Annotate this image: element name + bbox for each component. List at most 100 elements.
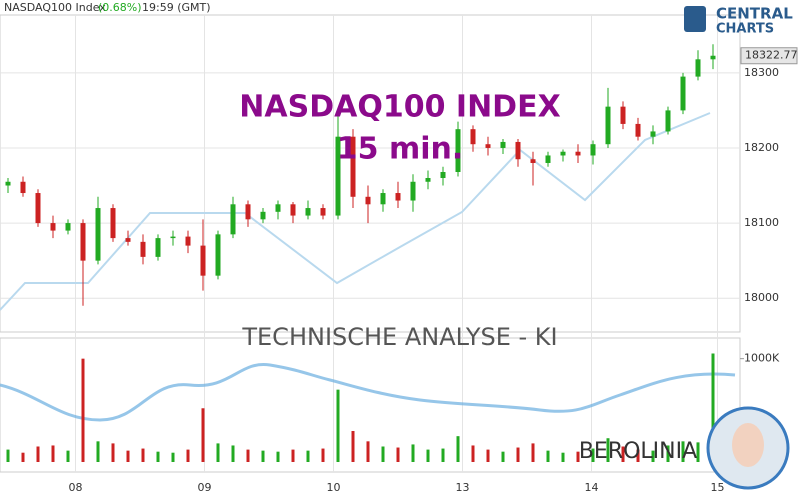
volume-bar bbox=[516, 447, 520, 462]
candle-body bbox=[530, 159, 536, 163]
last-price-label: 18322.77 bbox=[745, 49, 798, 62]
y-tick-label: 1000K bbox=[744, 352, 780, 365]
candle-body bbox=[320, 208, 326, 216]
volume-bar bbox=[291, 449, 295, 462]
watermark-line bbox=[0, 112, 711, 311]
grid bbox=[0, 15, 740, 472]
volume-bar bbox=[216, 443, 220, 462]
y-tick-label: 18300 bbox=[744, 66, 779, 79]
candle-body bbox=[515, 141, 521, 160]
x-tick-label: 13 bbox=[456, 481, 470, 494]
volume-bar bbox=[141, 448, 145, 462]
candle-body bbox=[110, 208, 116, 239]
volume-bar bbox=[426, 449, 430, 462]
brand: BEROLINIA bbox=[579, 439, 697, 464]
volume-bar bbox=[111, 443, 115, 462]
candle-body bbox=[155, 238, 161, 257]
logo-icon bbox=[684, 6, 706, 32]
x-tick-label: 09 bbox=[198, 481, 212, 494]
candle-body bbox=[590, 144, 596, 156]
x-tick-label: 14 bbox=[585, 481, 599, 494]
candle-body bbox=[350, 136, 356, 197]
candle-body bbox=[275, 204, 281, 212]
candle-body bbox=[170, 236, 176, 239]
candle-body bbox=[665, 110, 671, 132]
volume-bar bbox=[411, 444, 415, 462]
candle-body bbox=[635, 123, 641, 137]
volume-bar bbox=[591, 448, 595, 462]
change: (0.68%) bbox=[98, 1, 142, 14]
volume-bar bbox=[696, 442, 700, 462]
volume-bar bbox=[486, 449, 490, 462]
y-tick-label: 18100 bbox=[744, 216, 779, 229]
candle-body bbox=[200, 245, 206, 276]
candle-body bbox=[425, 178, 431, 182]
candle-body bbox=[50, 223, 56, 231]
annotation: TECHNISCHE ANALYSE - KI bbox=[241, 323, 557, 351]
volume-bar bbox=[201, 408, 205, 462]
candle-body bbox=[5, 181, 11, 186]
volume-bar bbox=[636, 449, 640, 462]
chart-title: NASDAQ100 INDEX bbox=[239, 90, 560, 125]
volume-bar bbox=[651, 450, 655, 462]
candle-body bbox=[230, 204, 236, 235]
avatar-face bbox=[732, 423, 764, 467]
volume-bar bbox=[81, 358, 85, 462]
logo-line2: CHARTS bbox=[716, 22, 774, 37]
volume-bar bbox=[396, 447, 400, 462]
candle-body bbox=[185, 236, 191, 246]
volume-bar bbox=[246, 449, 250, 462]
candle-body bbox=[470, 129, 476, 145]
volume-bar bbox=[576, 451, 580, 462]
candle-body bbox=[95, 208, 101, 261]
candle-body bbox=[575, 151, 581, 156]
candle-body bbox=[260, 211, 266, 220]
symbol: NASDAQ100 Index bbox=[4, 1, 106, 14]
candle-body bbox=[650, 131, 656, 137]
candle-body bbox=[140, 241, 146, 257]
candle-body bbox=[395, 193, 401, 201]
volume-bar bbox=[666, 445, 670, 462]
volume-bar bbox=[171, 452, 175, 462]
volume-bar bbox=[471, 445, 475, 462]
candle-body bbox=[455, 129, 461, 172]
volume-bar bbox=[186, 449, 190, 462]
candle-body bbox=[605, 106, 611, 145]
candle-body bbox=[290, 204, 296, 216]
candle-body bbox=[80, 223, 86, 261]
volume-bar bbox=[21, 452, 25, 462]
volume-bar bbox=[276, 451, 280, 462]
volume-bar bbox=[606, 438, 610, 462]
candle-body bbox=[560, 151, 566, 156]
candle-body bbox=[545, 155, 551, 163]
x-tick-label: 08 bbox=[69, 481, 83, 494]
price-panel bbox=[0, 14, 741, 333]
candle-body bbox=[20, 181, 26, 194]
volume-wave bbox=[0, 362, 736, 422]
volume-bar bbox=[36, 446, 40, 462]
volume-bar bbox=[51, 445, 55, 462]
candle-body bbox=[65, 223, 71, 231]
logo-line1: CENTRAL bbox=[716, 5, 793, 23]
candle-body bbox=[380, 193, 386, 205]
volume-bar bbox=[96, 441, 100, 462]
y-tick-label: 18200 bbox=[744, 141, 779, 154]
volume-bar bbox=[621, 446, 625, 462]
candle-body bbox=[440, 171, 446, 179]
volume-bar bbox=[456, 436, 460, 462]
x-tick-label: 10 bbox=[327, 481, 341, 494]
volume-bar bbox=[321, 448, 325, 462]
candle-body bbox=[710, 55, 716, 60]
volume-bar bbox=[711, 353, 715, 462]
volume-bar bbox=[531, 443, 535, 462]
volume-bar bbox=[351, 431, 355, 462]
volume-bar bbox=[261, 450, 265, 462]
candle-body bbox=[365, 196, 371, 205]
candle-body bbox=[215, 234, 221, 276]
volume-bar bbox=[66, 450, 70, 462]
candle-body bbox=[500, 141, 506, 148]
volume-bar bbox=[441, 448, 445, 462]
volume-bar bbox=[306, 450, 310, 462]
y-tick-label: 18000 bbox=[744, 291, 779, 304]
